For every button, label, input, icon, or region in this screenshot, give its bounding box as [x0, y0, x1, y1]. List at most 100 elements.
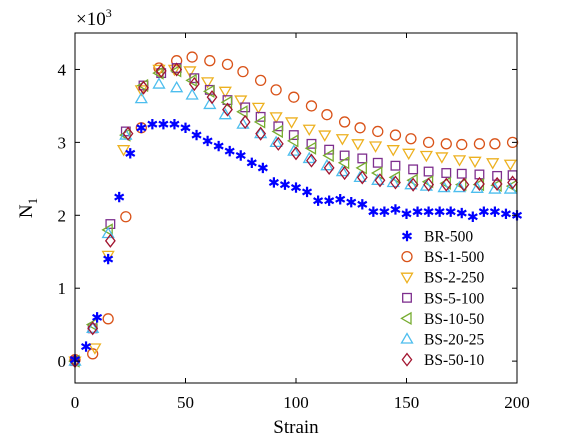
data-point [103, 253, 114, 265]
y-tick-label: 0 [58, 352, 67, 371]
data-point [500, 208, 512, 220]
data-point [236, 117, 250, 129]
y-tick-label: 1 [58, 279, 67, 298]
legend-label: BS-2-250 [424, 270, 485, 287]
data-point [346, 196, 357, 208]
data-point [305, 100, 318, 112]
data-point [257, 162, 268, 174]
data-point [506, 136, 519, 149]
legend-item: BR-500 [401, 229, 473, 246]
data-point [271, 124, 283, 139]
data-point [335, 134, 350, 146]
legend-item: BS-1-500 [401, 249, 485, 266]
data-point [491, 176, 503, 192]
data-point [452, 180, 467, 193]
legend-item: BS-50-10 [401, 352, 485, 369]
data-point [456, 168, 467, 179]
data-point [390, 160, 401, 171]
axis-ticks [74, 33, 518, 383]
data-point [434, 206, 445, 217]
data-point [125, 148, 136, 159]
x-tick-label: 100 [283, 393, 309, 412]
data-point [134, 91, 148, 104]
legend-label: BR-500 [424, 229, 473, 246]
data-point [456, 207, 467, 219]
data-point [85, 318, 98, 332]
data-point [152, 66, 164, 80]
legend-marker [400, 311, 412, 326]
data-point [80, 341, 92, 352]
legend-item: BS-2-250 [400, 270, 485, 287]
data-point [235, 150, 246, 161]
series-BS-50-10 [69, 62, 518, 369]
data-point [405, 133, 417, 145]
data-point [338, 116, 351, 128]
data-point [170, 80, 184, 93]
data-point [138, 80, 149, 95]
data-point [507, 175, 518, 190]
series-BS-2-250 [68, 64, 517, 368]
data-point [218, 86, 232, 99]
data-point [406, 173, 418, 187]
x-tick-label: 0 [71, 393, 80, 412]
data-point [290, 182, 302, 193]
data-point [236, 105, 248, 119]
series-BR-500 [69, 118, 523, 365]
data-point [302, 124, 316, 137]
data-point [254, 126, 268, 139]
data-point [357, 153, 368, 164]
legend-label: BS-1-500 [424, 249, 485, 266]
data-point [290, 146, 302, 161]
data-point [337, 156, 350, 170]
data-point [419, 150, 434, 163]
y-axis-label: N1 [16, 198, 40, 218]
data-point [408, 164, 419, 175]
data-point [470, 181, 484, 193]
data-point [372, 125, 384, 138]
data-point [234, 95, 248, 107]
data-point [152, 77, 166, 89]
data-point [255, 126, 267, 141]
data-point [306, 153, 317, 168]
data-point [136, 122, 147, 133]
data-point [386, 145, 400, 157]
data-point [122, 126, 134, 141]
data-point [368, 206, 379, 217]
data-point [185, 88, 199, 100]
data-point [419, 179, 434, 191]
data-point [155, 63, 167, 78]
data-point [158, 118, 169, 130]
data-point [86, 321, 100, 333]
data-point [401, 208, 412, 220]
legend-label: BS-50-10 [424, 352, 485, 369]
data-point [222, 102, 233, 117]
data-point [304, 141, 317, 155]
data-point [423, 177, 435, 192]
data-point [468, 156, 482, 169]
data-point [272, 136, 284, 151]
data-point [301, 186, 313, 198]
x-tick-label: 50 [177, 393, 194, 412]
data-point [206, 90, 218, 105]
data-point [200, 77, 215, 89]
data-point [323, 160, 335, 175]
data-point [183, 66, 197, 78]
data-point [313, 195, 324, 206]
data-point [279, 179, 291, 190]
data-point [435, 152, 449, 164]
data-point [186, 51, 198, 63]
y-tick-label: 2 [58, 206, 67, 225]
data-point [441, 168, 452, 178]
data-point [221, 58, 234, 71]
data-point [254, 74, 267, 87]
data-marks [68, 51, 523, 369]
data-point [302, 151, 316, 164]
legend-marker [401, 250, 413, 263]
x-tick-label: 200 [504, 393, 530, 412]
data-point [251, 102, 266, 115]
y-tick-label: 4 [58, 60, 67, 79]
data-point [268, 177, 279, 188]
data-point [372, 157, 383, 168]
data-point [147, 118, 158, 130]
data-point [287, 144, 301, 156]
